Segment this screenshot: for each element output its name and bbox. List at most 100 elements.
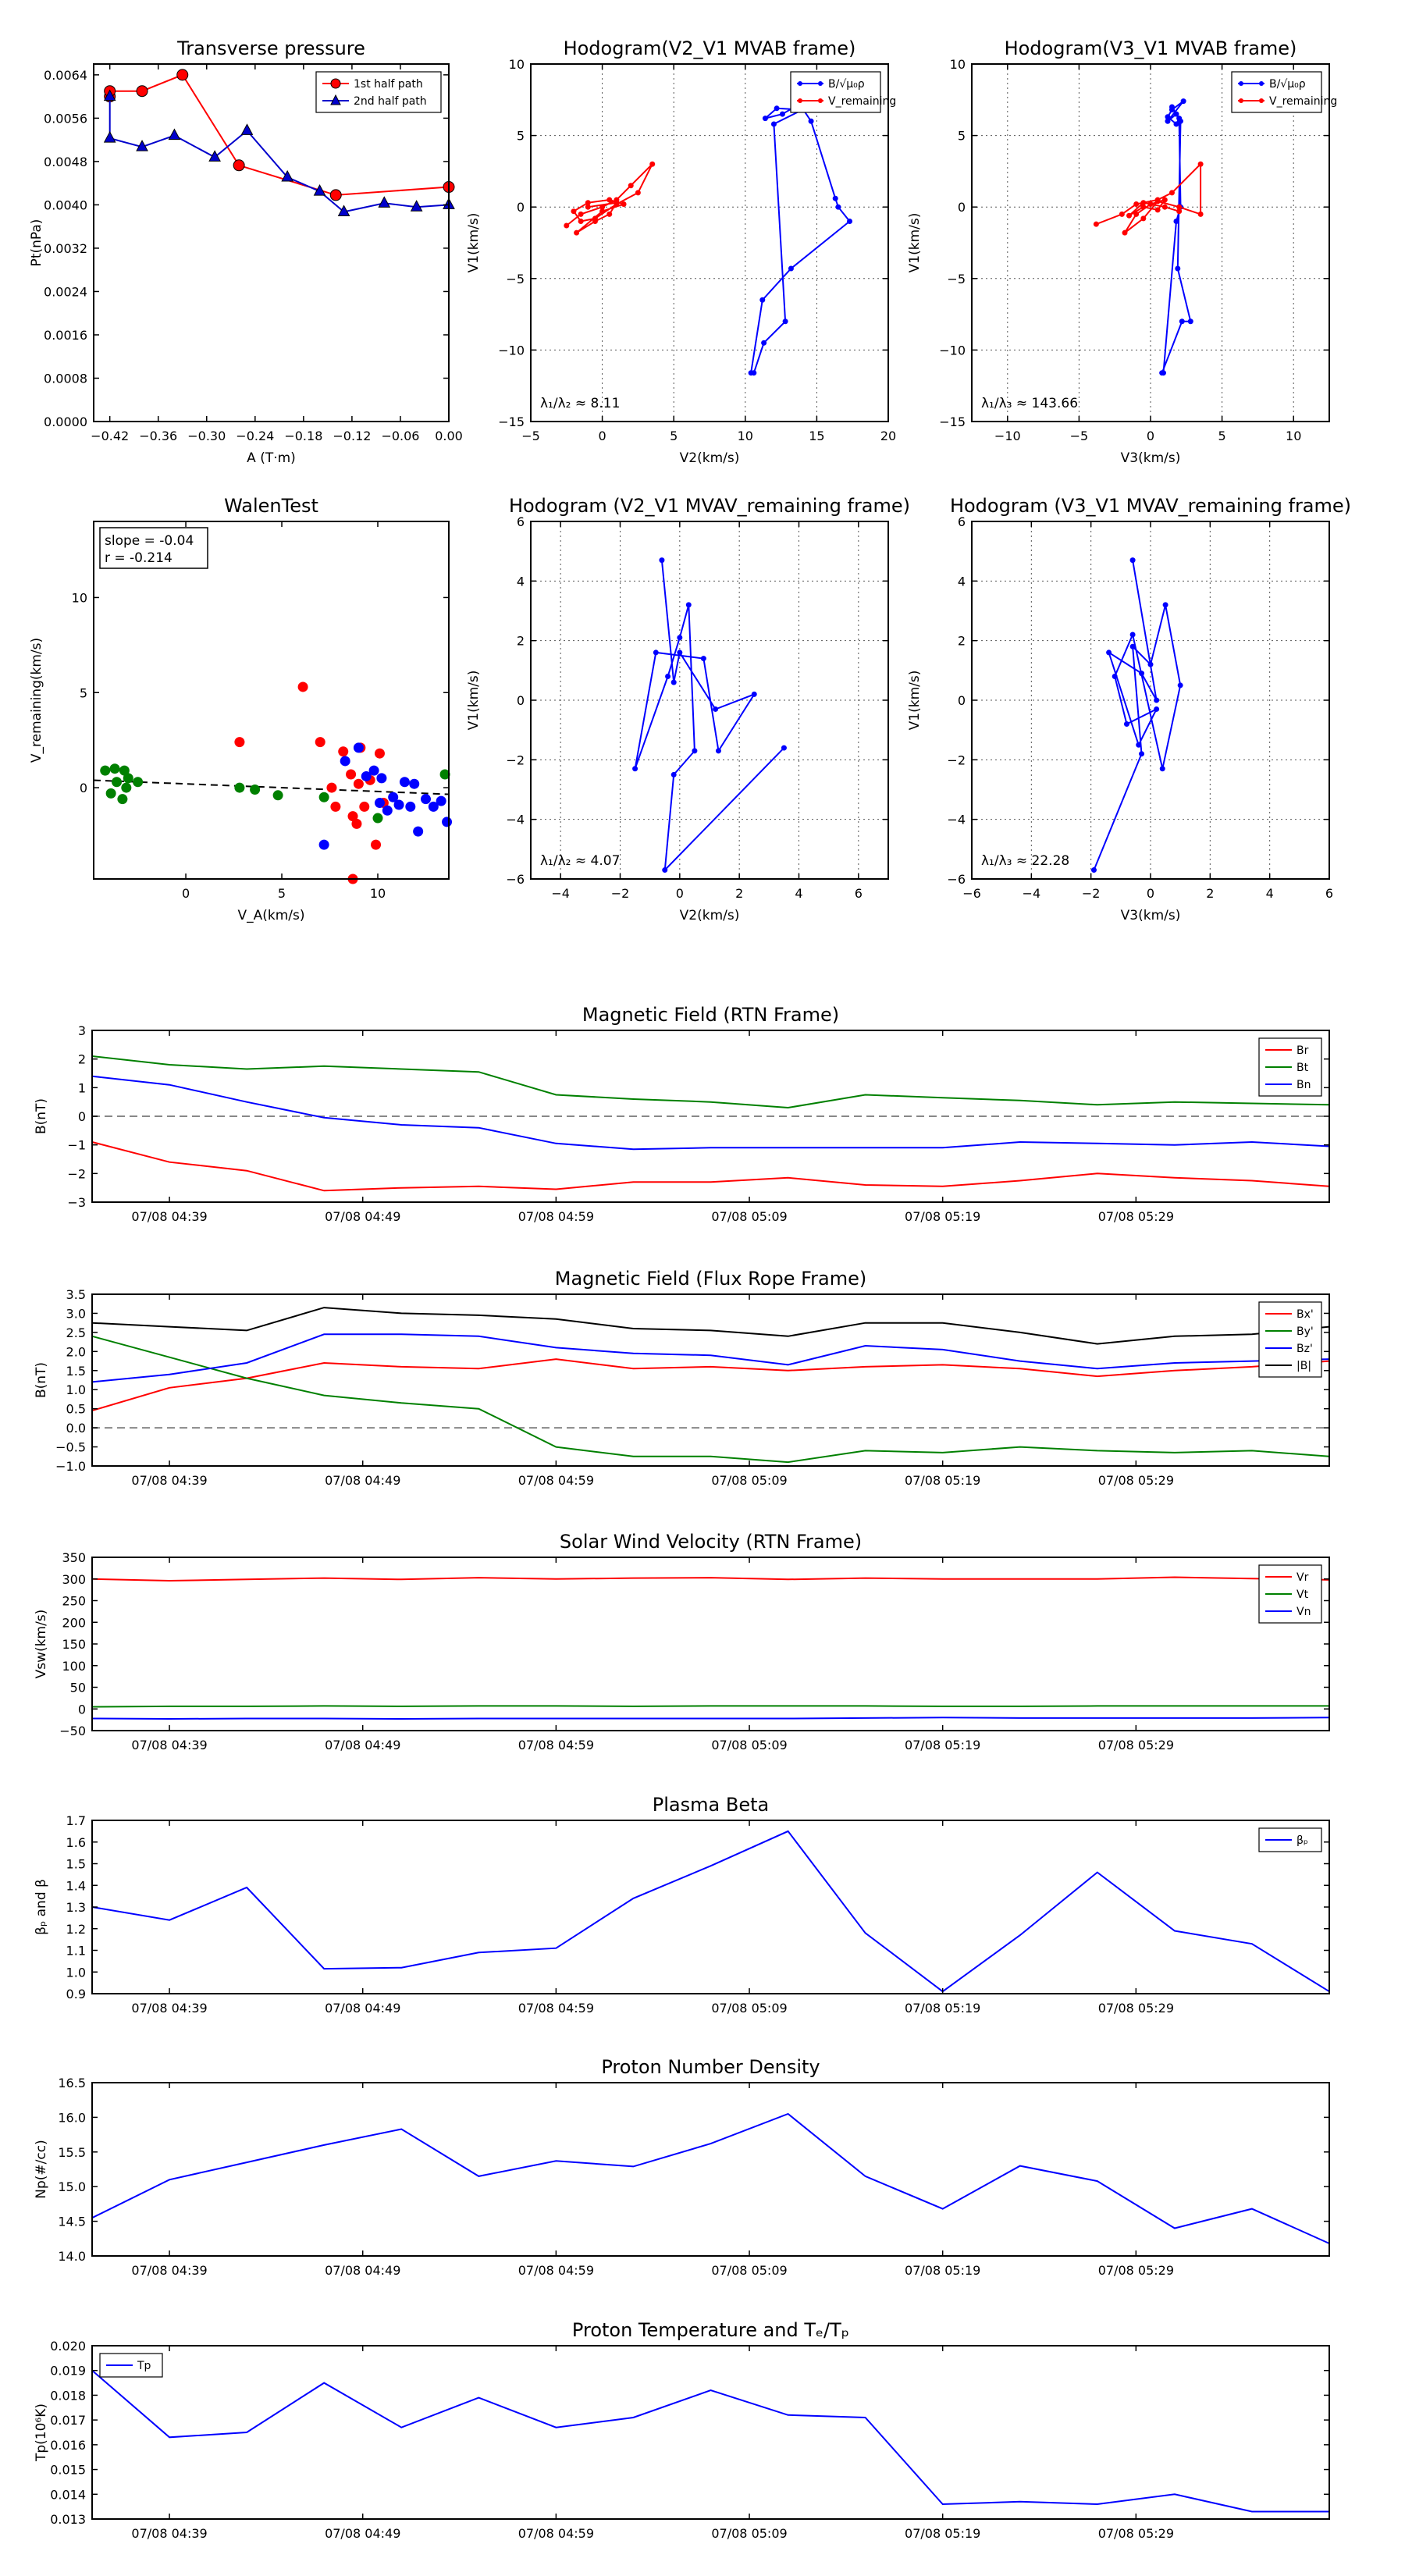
series-line — [91, 1307, 1330, 1345]
data-point — [436, 795, 446, 806]
data-point — [1106, 649, 1112, 656]
data-point — [770, 121, 777, 127]
data-point — [1175, 265, 1181, 272]
y-tick-label: 1.1 — [66, 1944, 86, 1959]
x-tick-label: 07/08 05:09 — [711, 1738, 787, 1752]
data-point — [599, 208, 606, 215]
y-tick-label: 350 — [62, 1550, 86, 1565]
legend-label: Vn — [1297, 1606, 1311, 1618]
legend: B/√μ₀ρ V_remaining — [790, 71, 896, 113]
data-point — [677, 649, 683, 656]
data-point — [751, 691, 757, 697]
x-tick-label: 07/08 05:19 — [905, 1473, 980, 1488]
y-tick-label: 0.0064 — [44, 68, 87, 83]
x-tick-label: 07/08 05:09 — [711, 1209, 787, 1224]
x-tick-label: −0.42 — [91, 429, 129, 443]
y-tick-label: −3 — [67, 1195, 86, 1210]
data-point — [1160, 370, 1166, 376]
series-B/√μ₀ρ — [1159, 98, 1193, 376]
data-point — [578, 219, 584, 225]
series-Bx' — [91, 1358, 1330, 1412]
x-tick-label: −5 — [521, 429, 540, 443]
legend-marker — [330, 94, 341, 105]
data-point — [1197, 211, 1204, 217]
y-tick-label: 150 — [62, 1637, 86, 1652]
data-point — [649, 161, 656, 167]
y-axis-label: Pt(nPa) — [29, 219, 44, 267]
data-point — [351, 818, 362, 829]
data-point — [136, 140, 148, 151]
data-point — [782, 318, 788, 325]
y-tick-label: 0 — [958, 693, 966, 708]
y-tick-label: 6 — [517, 514, 525, 529]
data-point — [1147, 661, 1154, 667]
x-axis-label: V2(km/s) — [680, 908, 740, 923]
data-point — [234, 782, 245, 793]
data-point — [353, 742, 364, 753]
data-point — [233, 159, 245, 172]
y-tick-label: 250 — [62, 1594, 86, 1609]
data-point — [176, 69, 189, 81]
annotation-box: slope = -0.04r = -0.214 — [99, 527, 208, 569]
data-point — [112, 777, 123, 788]
data-point — [297, 681, 308, 692]
y-tick-label: 0 — [958, 200, 966, 215]
data-point — [574, 229, 580, 236]
chart-title: WalenTest — [224, 495, 318, 517]
data-point — [1136, 742, 1142, 748]
legend-marker — [798, 98, 802, 103]
y-tick-label: 5 — [517, 129, 525, 144]
y-tick-label: −4 — [947, 813, 966, 827]
data-point — [1165, 114, 1171, 120]
y-axis-label: V1(km/s) — [907, 213, 923, 273]
data-point — [715, 748, 721, 754]
data-point — [1177, 682, 1183, 688]
data-point — [571, 208, 577, 215]
y-tick-label: −10 — [498, 343, 525, 358]
y-axis-label: V1(km/s) — [466, 213, 482, 273]
data-point — [136, 85, 148, 98]
data-point — [428, 801, 439, 812]
series-line — [1093, 560, 1182, 870]
data-point — [1159, 766, 1165, 772]
data-point — [439, 769, 450, 780]
legend: Tp — [99, 2353, 163, 2378]
chart-title: Hodogram (V3_V1 MVAV_remaining frame) — [950, 495, 1351, 517]
x-tick-label: 2 — [735, 886, 743, 901]
legend-item: B/√μ₀ρ — [1238, 78, 1306, 91]
annotation-text: λ₁/λ₂ ≈ 8.11 — [540, 396, 620, 411]
data-point — [1129, 557, 1136, 564]
data-point — [372, 813, 383, 824]
x-tick-label: −6 — [962, 886, 981, 901]
data-point — [368, 765, 379, 776]
x-tick-label: 07/08 04:59 — [518, 1473, 594, 1488]
y-tick-label: 1.7 — [66, 1813, 86, 1828]
y-tick-label: −0.5 — [55, 1440, 86, 1455]
y-tick-label: 0.018 — [50, 2388, 86, 2403]
annotation-text: λ₁/λ₂ ≈ 4.07 — [540, 853, 620, 869]
x-tick-label: 07/08 04:39 — [131, 1473, 207, 1488]
chart-title: Hodogram(V2_V1 MVAB frame) — [564, 37, 856, 59]
legend-item: 1st half path — [322, 78, 423, 91]
data-point — [670, 679, 677, 685]
series-Br — [91, 1141, 1330, 1192]
data-point — [592, 219, 598, 225]
chart-pt: Transverse pressure−0.42 −0.36 −0.30 −0.24−… — [29, 37, 463, 466]
y-tick-label: 2 — [78, 1052, 86, 1067]
data-point — [677, 635, 683, 641]
y-tick-label: 5 — [80, 685, 87, 700]
y-tick-label: −2 — [506, 753, 525, 767]
y-tick-label: −6 — [506, 872, 525, 887]
chart-title: Magnetic Field (RTN Frame) — [582, 1004, 839, 1026]
plot-frame — [91, 1293, 1330, 1467]
data-point — [585, 200, 591, 206]
data-point — [272, 790, 283, 801]
series-line — [91, 1075, 1330, 1151]
y-tick-label: −2 — [947, 753, 966, 767]
x-tick-label: −2 — [611, 886, 630, 901]
series-trace — [632, 557, 787, 873]
y-tick-label: −1.0 — [55, 1459, 86, 1474]
legend-label: 1st half path — [354, 78, 423, 91]
x-tick-label: 07/08 05:19 — [905, 1209, 980, 1224]
data-point — [700, 656, 706, 662]
